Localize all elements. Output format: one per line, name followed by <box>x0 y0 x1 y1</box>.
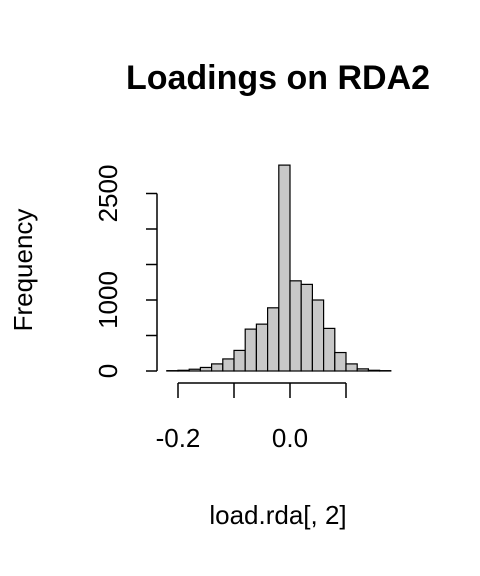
bar <box>345 363 358 372</box>
x-tick-label: 0.0 <box>272 423 308 453</box>
bar <box>367 369 381 372</box>
y-tick-label: 0 <box>93 364 123 378</box>
x-axis-label: load.rda[, 2] <box>209 500 346 530</box>
bar <box>233 349 246 372</box>
bar <box>311 299 325 372</box>
bar <box>289 280 302 372</box>
x-tick-label: -0.2 <box>156 423 201 453</box>
bar <box>334 351 347 372</box>
bar <box>300 283 314 372</box>
bar <box>222 358 235 372</box>
bar <box>244 328 257 372</box>
y-tick-label: 2500 <box>93 165 123 223</box>
bar <box>211 363 224 372</box>
chart-title: Loadings on RDA2 <box>126 59 430 97</box>
bar <box>267 307 280 372</box>
bar <box>199 366 213 372</box>
y-axis-label: Frequency <box>8 209 38 332</box>
bar <box>177 369 190 372</box>
bar <box>323 327 336 372</box>
bar <box>255 323 269 372</box>
y-tick-label: 1000 <box>93 271 123 329</box>
bar <box>356 368 370 372</box>
bar <box>188 368 201 372</box>
bar <box>278 164 291 372</box>
